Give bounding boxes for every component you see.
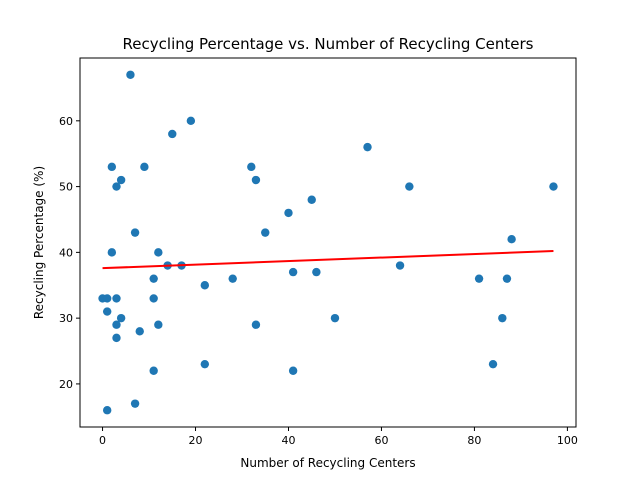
- y-tick-label: 60: [59, 115, 73, 128]
- scatter-point: [107, 162, 117, 172]
- scatter-point: [140, 162, 149, 172]
- scatter-point: [135, 327, 144, 336]
- scatter-point: [261, 228, 270, 237]
- scatter-point: [405, 182, 414, 191]
- scatter-point: [200, 359, 210, 369]
- trend-line: [102, 250, 554, 270]
- scatter-point: [149, 274, 158, 283]
- scatter-point: [288, 366, 298, 375]
- x-tick-label: 20: [189, 434, 203, 447]
- scatter-point: [149, 294, 158, 303]
- y-tick-label: 30: [59, 312, 73, 325]
- scatter-point: [474, 274, 484, 283]
- scatter-point: [312, 267, 321, 277]
- scatter-point: [102, 307, 112, 316]
- x-tick-label: 80: [467, 434, 481, 447]
- scatter-point: [507, 235, 516, 244]
- scatter-point: [228, 274, 237, 283]
- y-axis-label: Recycling Percentage (%): [32, 166, 46, 319]
- scatter-point: [149, 366, 158, 375]
- scatter-point: [251, 175, 261, 185]
- scatter-point: [126, 70, 135, 79]
- scatter-point: [116, 175, 126, 185]
- scatter-point: [107, 248, 117, 257]
- scatter-point: [112, 320, 121, 329]
- scatter-point: [200, 281, 210, 290]
- y-tick-label: 40: [59, 246, 73, 259]
- scatter-point: [247, 162, 256, 172]
- scatter-point: [330, 313, 340, 323]
- scatter-point: [112, 333, 121, 343]
- chart-title: Recycling Percentage vs. Number of Recyc…: [123, 35, 534, 53]
- y-tick-label: 50: [59, 181, 73, 194]
- scatter-point: [284, 208, 293, 218]
- scatter-point: [130, 228, 140, 237]
- scatter-point: [112, 182, 121, 191]
- scatter-point: [102, 406, 112, 415]
- scatter-point: [251, 320, 261, 329]
- scatter-point: [288, 267, 298, 277]
- scatter-point: [102, 294, 112, 303]
- scatter-point: [112, 294, 121, 303]
- y-tick-label: 20: [59, 378, 73, 391]
- scatter-point: [498, 313, 507, 323]
- scatter-point: [549, 182, 558, 191]
- x-axis-label: Number of Recycling Centers: [240, 456, 415, 470]
- scatter-point: [395, 261, 405, 270]
- scatter-point: [307, 195, 316, 204]
- axes: 0 20 40 60 80 100 20 30 40 50 60: [59, 115, 578, 447]
- scatter-point: [168, 129, 177, 139]
- scatter-point: [488, 359, 498, 369]
- scatter-point: [363, 142, 372, 152]
- plot-frame: [79, 57, 577, 428]
- scatter-point: [154, 320, 163, 329]
- x-tick-label: 40: [281, 434, 295, 447]
- x-tick-label: 60: [374, 434, 388, 447]
- scatter-point: [130, 399, 140, 408]
- scatter-point: [116, 313, 126, 323]
- scatter-point: [186, 116, 196, 126]
- plot-area: [98, 70, 558, 415]
- scatter-point: [154, 248, 163, 257]
- x-tick-label: 0: [99, 434, 106, 447]
- x-tick-label: 100: [557, 434, 578, 447]
- scatter-point: [502, 274, 512, 283]
